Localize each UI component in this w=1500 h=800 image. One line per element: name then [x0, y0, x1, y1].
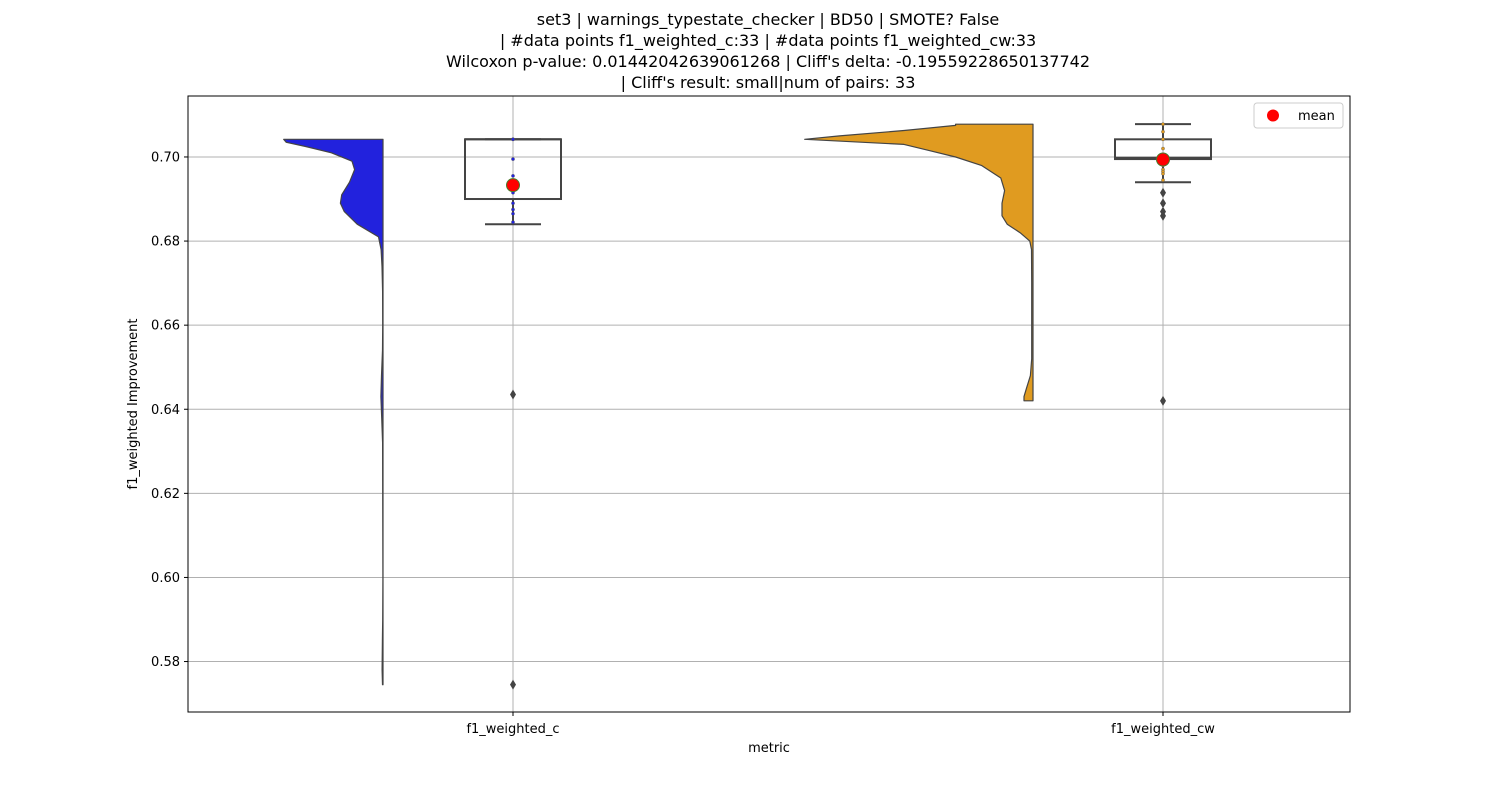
title-line-3: Wilcoxon p-value: 0.01442042639061268 | … [446, 52, 1090, 71]
legend-mean-label: mean [1298, 109, 1335, 124]
violin-half [283, 138, 384, 686]
y-tick-label: 0.64 [151, 403, 180, 418]
title-line-1: set3 | warnings_typestate_checker | BD50… [537, 10, 1000, 30]
x-tick-label: f1_weighted_c [466, 722, 559, 737]
strip-point [1161, 129, 1165, 134]
plot-content [283, 122, 1212, 690]
outlier-marker [1160, 210, 1166, 221]
y-tick-label: 0.66 [151, 319, 180, 334]
x-axis-ticks: f1_weighted_c f1_weighted_cw [466, 712, 1215, 737]
strip-point [1161, 122, 1165, 126]
y-tick-label: 0.70 [151, 150, 180, 165]
strip-point [511, 211, 515, 216]
outlier-marker [510, 679, 516, 690]
y-tick-label: 0.62 [151, 487, 180, 502]
title-line-2: | #data points f1_weighted_c:33 | #data … [500, 31, 1036, 51]
y-axis-ticks: 0.58 0.60 0.62 0.64 0.66 0.68 0.70 [151, 150, 188, 670]
strip-point [511, 220, 515, 224]
title-line-4: | Cliff's result: small|num of pairs: 33 [621, 73, 916, 92]
mean-marker [506, 178, 520, 193]
strip-point [1161, 178, 1165, 182]
chart-title: set3 | warnings_typestate_checker | BD50… [446, 10, 1090, 92]
legend-mean-marker [1267, 109, 1279, 122]
strip-point [511, 201, 515, 206]
y-tick-label: 0.60 [151, 571, 180, 586]
outlier-marker [1160, 187, 1166, 198]
legend-box [1253, 102, 1344, 129]
outlier-marker [1160, 198, 1166, 209]
strip-point [511, 137, 515, 142]
strip-point [1161, 171, 1165, 176]
strip-point [1161, 137, 1165, 142]
strip-point [511, 157, 515, 161]
x-tick-label: f1_weighted_cw [1111, 722, 1215, 737]
outlier-marker [1160, 395, 1166, 406]
mean-marker [1156, 152, 1170, 167]
strip-point [511, 207, 515, 212]
legend: mean [1253, 102, 1344, 129]
x-axis-label: metric [748, 741, 790, 756]
strip-point [511, 174, 515, 178]
violin-half [804, 123, 1034, 402]
plot-frame [187, 95, 1351, 713]
y-tick-label: 0.58 [151, 655, 180, 670]
y-tick-label: 0.68 [151, 235, 180, 250]
outlier-marker [510, 389, 516, 400]
y-axis-label: f1_weighted Improvement [126, 318, 141, 489]
strip-point [1161, 146, 1165, 151]
